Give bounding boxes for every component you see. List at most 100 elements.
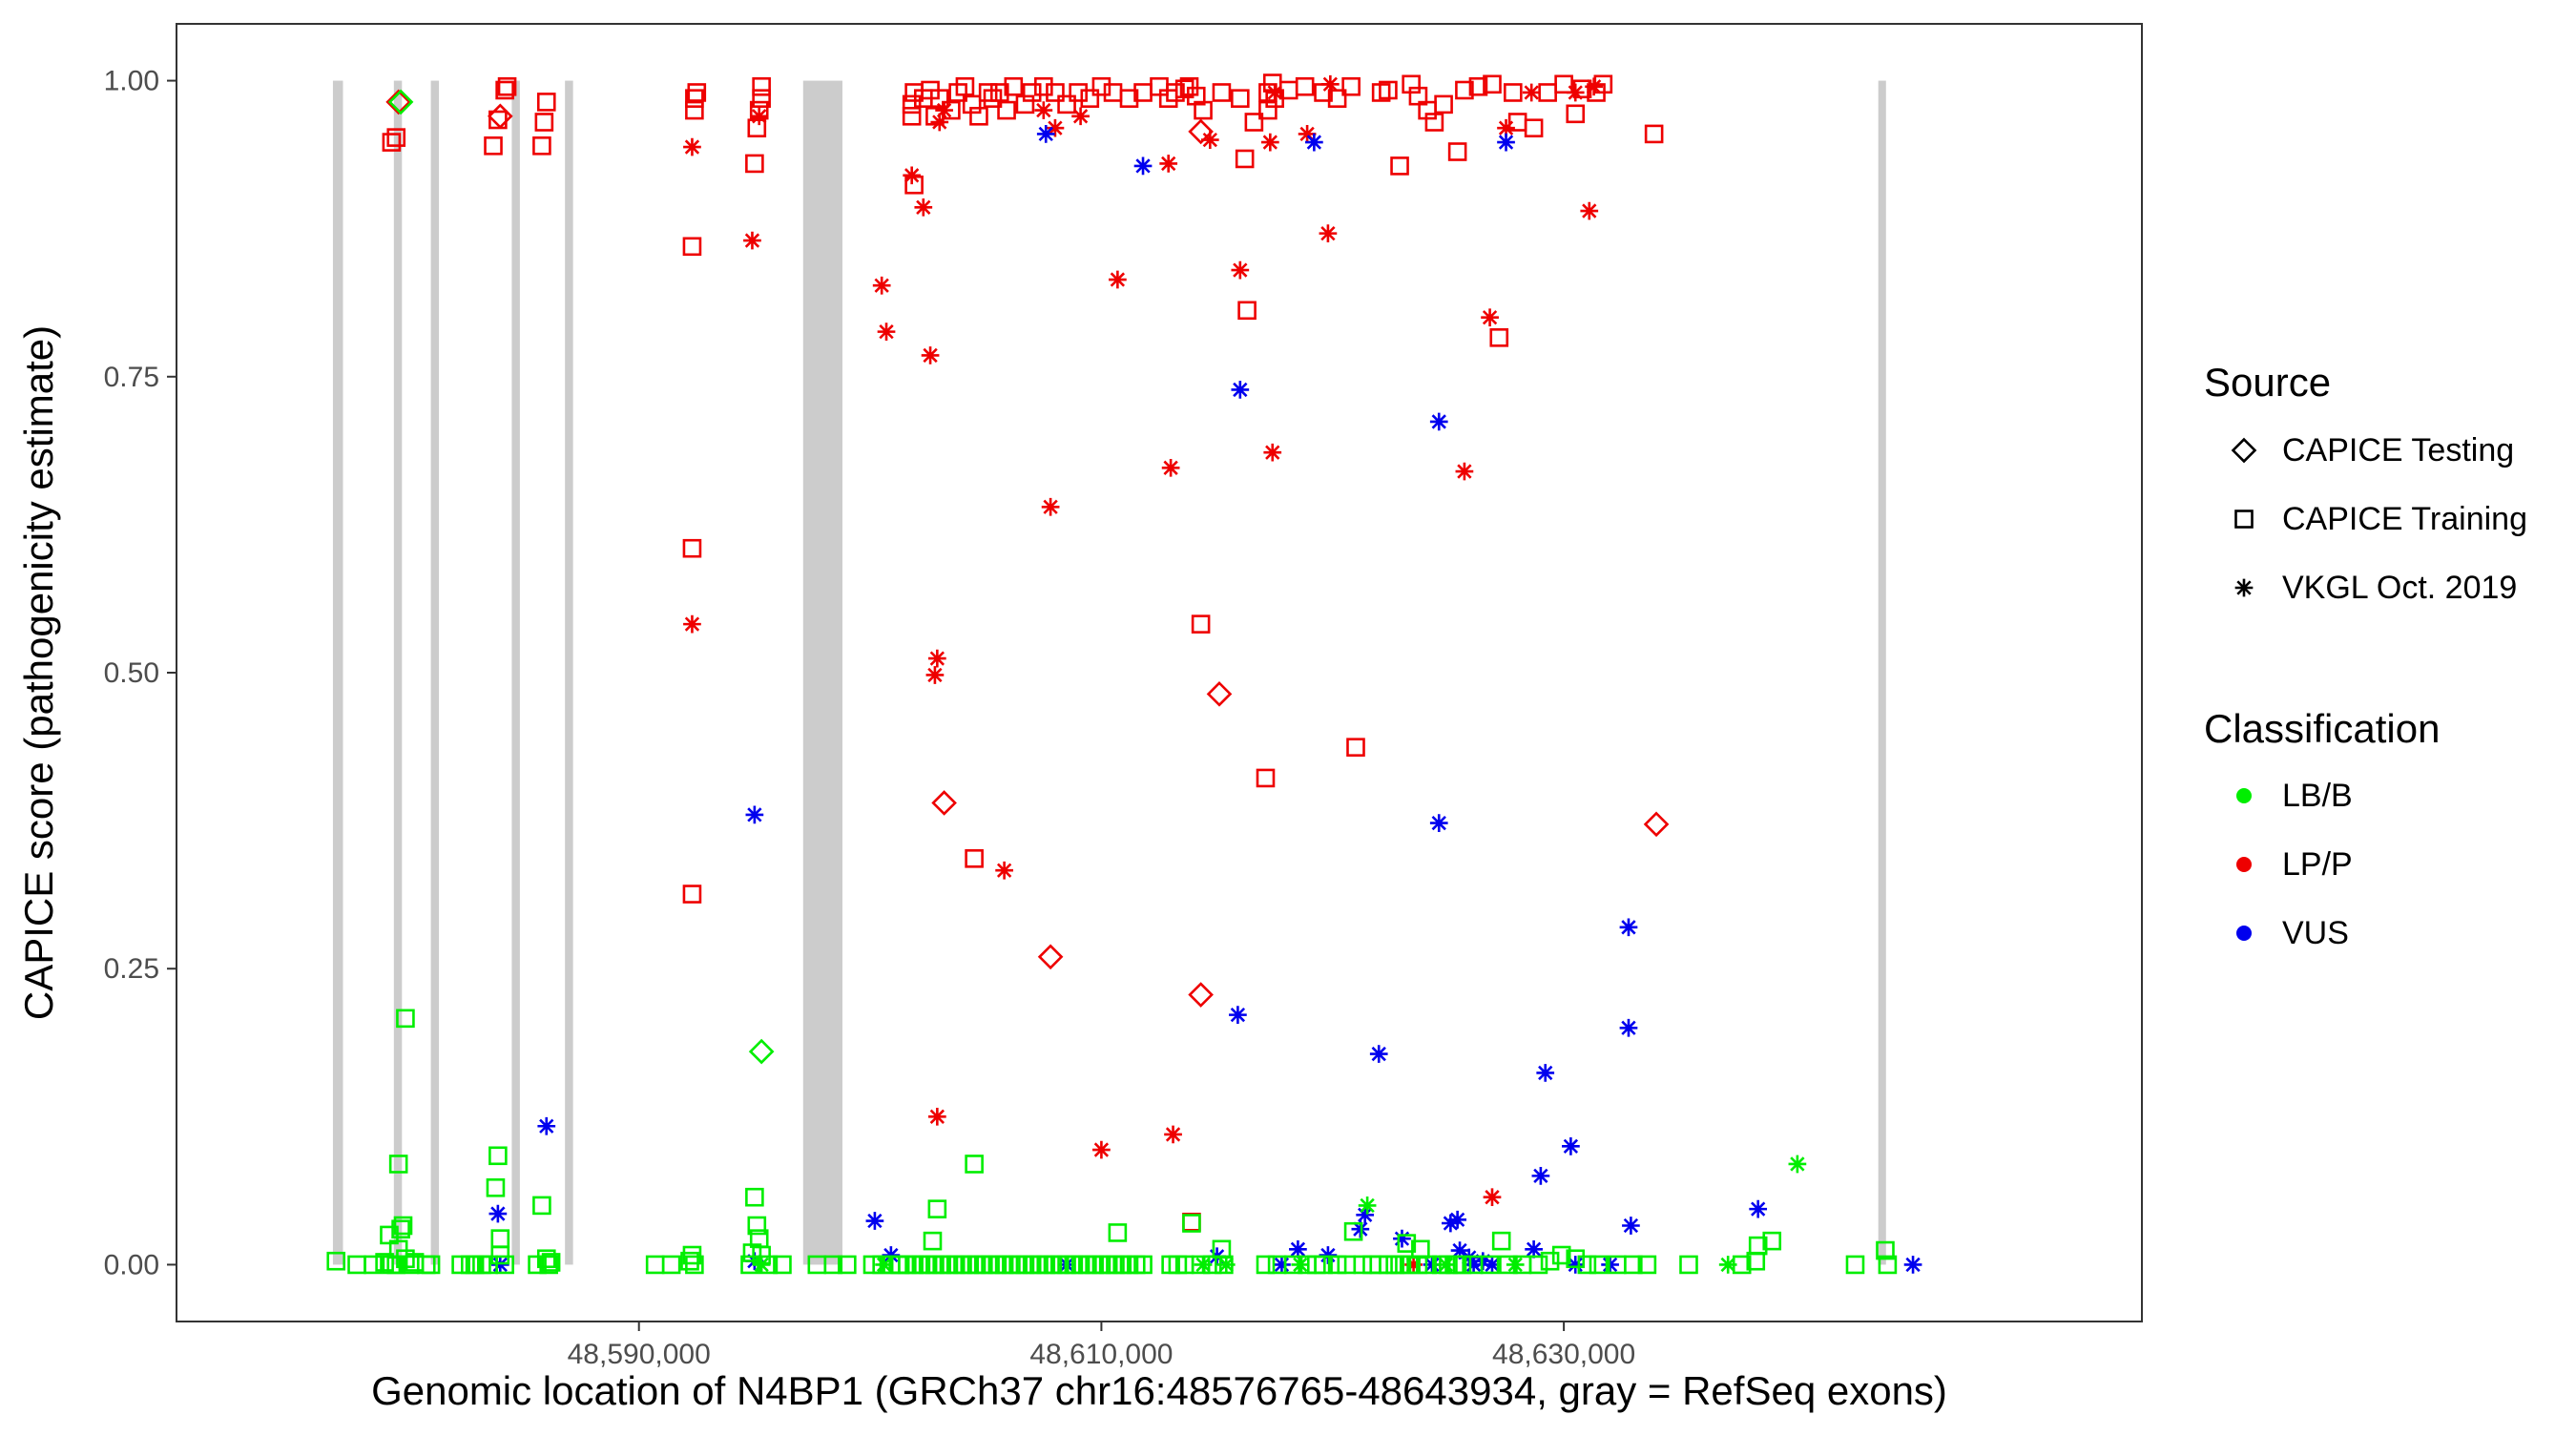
data-point	[1244, 113, 1264, 132]
data-point	[1749, 1199, 1768, 1218]
legend-source-key	[2231, 437, 2257, 464]
data-point	[1343, 1221, 1363, 1241]
data-point	[1231, 89, 1250, 108]
data-point	[1566, 104, 1586, 124]
data-point	[1109, 270, 1127, 289]
data-point	[1289, 1239, 1307, 1259]
data-point	[490, 1256, 509, 1274]
data-point	[1320, 74, 1340, 94]
exon-band	[802, 80, 842, 1265]
data-point	[1619, 918, 1638, 937]
legend-source-key	[2234, 578, 2254, 597]
data-point	[1133, 156, 1153, 176]
data-point	[1393, 1229, 1411, 1248]
data-point	[387, 89, 414, 115]
data-point	[1200, 131, 1219, 149]
data-point	[1319, 224, 1338, 242]
data-point	[532, 1196, 551, 1216]
legend-source-keys	[2231, 437, 2257, 597]
legend-source: Source CAPICE Testing CAPICE Training VK…	[2204, 360, 2527, 606]
data-point	[1341, 76, 1361, 96]
data-point	[326, 1251, 346, 1271]
data-point	[1194, 1256, 1213, 1274]
data-point	[1206, 681, 1233, 707]
data-point	[685, 1255, 704, 1275]
data-point	[683, 614, 701, 634]
data-point	[1585, 77, 1603, 96]
data-point	[1447, 142, 1467, 161]
data-point	[347, 1255, 366, 1275]
data-point	[1531, 1167, 1550, 1185]
data-point	[989, 83, 1009, 102]
data-point	[1437, 1256, 1455, 1274]
data-point	[752, 76, 771, 96]
data-point	[1091, 76, 1111, 96]
data-point	[1291, 1256, 1310, 1274]
data-point	[488, 1204, 508, 1223]
data-point	[1263, 443, 1282, 462]
y-tick-label: 0.75	[104, 362, 159, 393]
data-point	[536, 1249, 556, 1269]
data-point	[1679, 1255, 1698, 1275]
data-point	[1489, 328, 1509, 347]
data-point	[931, 790, 957, 816]
data-point	[536, 93, 556, 112]
data-point	[1644, 124, 1664, 144]
data-point	[930, 113, 949, 132]
data-point	[1305, 133, 1323, 152]
data-point	[1356, 1205, 1375, 1224]
data-point	[921, 346, 940, 364]
data-point	[685, 100, 704, 120]
data-point	[680, 1251, 699, 1271]
data-point	[1358, 1197, 1377, 1215]
data-point	[1483, 1188, 1502, 1207]
data-point	[1455, 80, 1474, 100]
data-point	[745, 805, 764, 824]
data-point	[1188, 118, 1214, 145]
data-point	[750, 107, 769, 126]
data-point	[1057, 94, 1076, 114]
data-point	[486, 1177, 506, 1197]
data-point	[661, 1255, 681, 1275]
data-point	[534, 113, 554, 132]
y-tick-label: 0.00	[104, 1249, 159, 1280]
data-point	[1528, 1255, 1548, 1275]
data-point	[1092, 1140, 1111, 1159]
data-point	[923, 1231, 943, 1251]
legend-classification-key	[2236, 926, 2252, 941]
data-point	[1643, 811, 1670, 838]
data-point	[1159, 155, 1178, 173]
data-point	[1624, 1255, 1643, 1275]
data-point	[364, 1255, 383, 1275]
data-point	[495, 80, 514, 100]
legend-classification-label: LP/P	[2282, 846, 2353, 883]
data-point	[396, 1009, 415, 1029]
data-point	[1260, 133, 1279, 152]
data-point	[838, 1255, 857, 1275]
x-tick-label: 48,610,000	[1029, 1339, 1173, 1370]
data-point	[1103, 83, 1123, 102]
legend-classification-key	[2236, 857, 2252, 872]
data-point	[752, 89, 771, 108]
data-point	[1480, 1255, 1500, 1275]
data-point	[925, 666, 945, 684]
data-point	[1562, 1137, 1580, 1155]
data-point	[1448, 1210, 1466, 1229]
data-point	[865, 1212, 884, 1230]
x-axis: 48,590,000 48,610,000 48,630,000	[568, 1322, 1635, 1370]
data-point	[752, 1256, 771, 1274]
legend-source-title: Source	[2204, 360, 2331, 405]
data-point	[1036, 125, 1055, 143]
data-point	[1424, 113, 1444, 132]
data-point	[1314, 1255, 1333, 1275]
data-point	[1369, 1045, 1388, 1063]
data-point	[1788, 1155, 1807, 1174]
y-tick-label: 0.25	[104, 953, 159, 985]
data-point	[1622, 1217, 1640, 1235]
data-point	[955, 76, 975, 96]
data-point	[1188, 982, 1214, 1008]
data-point	[927, 1199, 947, 1218]
x-tick-label: 48,630,000	[1492, 1339, 1635, 1370]
